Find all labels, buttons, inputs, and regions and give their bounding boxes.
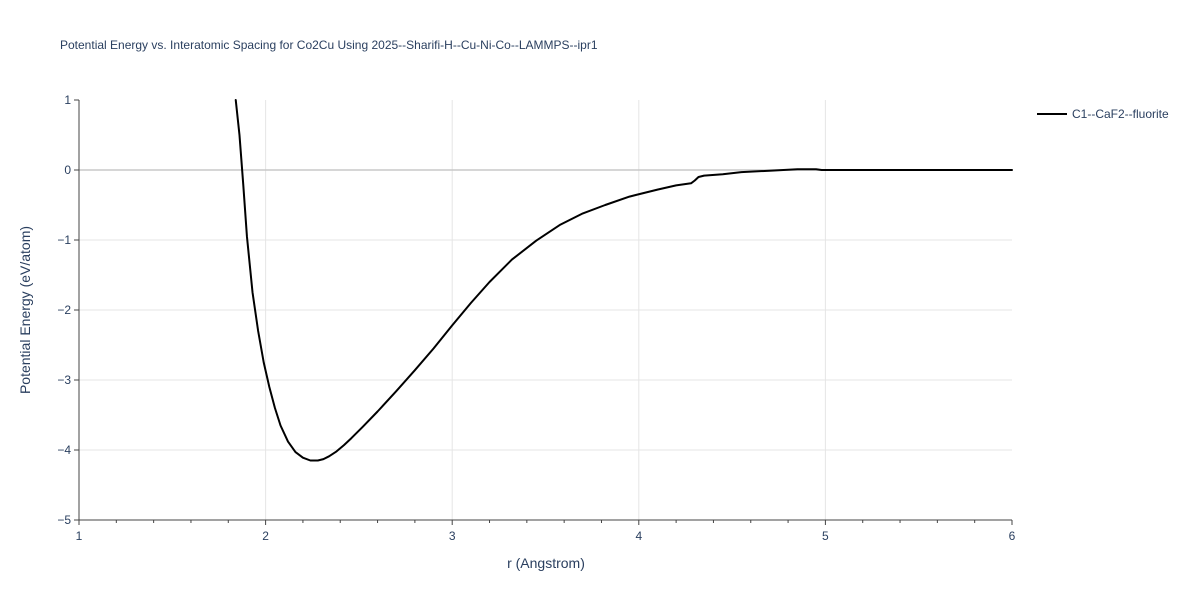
x-tick-label: 1 [76,529,83,543]
x-tick-label: 3 [449,529,456,543]
y-axis-title: Potential Energy (eV/atom) [17,226,33,394]
y-tick-label: −2 [57,303,71,317]
chart-title: Potential Energy vs. Interatomic Spacing… [60,38,598,52]
y-tick-label: 1 [64,93,71,107]
y-tick-label: −4 [57,443,71,457]
y-tick-label: 0 [64,163,71,177]
x-axis-title: r (Angstrom) [507,555,585,571]
x-tick-label: 5 [822,529,829,543]
series-layer [234,99,1013,462]
grid-layer [79,100,1012,520]
legend-label: C1--CaF2--fluorite [1072,107,1169,121]
y-tick-label: −3 [57,373,71,387]
legend[interactable]: C1--CaF2--fluorite [1037,107,1169,121]
y-tick-label: −1 [57,233,71,247]
x-tick-label: 4 [635,529,642,543]
x-tick-label: 2 [262,529,269,543]
axis-layer: 1 2 3 4 5 6 1 0 −1 −2 −3 −4 −5 [57,93,1015,543]
x-tick-label: 6 [1009,529,1016,543]
series-line [234,99,1013,462]
y-tick-label: −5 [57,513,71,527]
